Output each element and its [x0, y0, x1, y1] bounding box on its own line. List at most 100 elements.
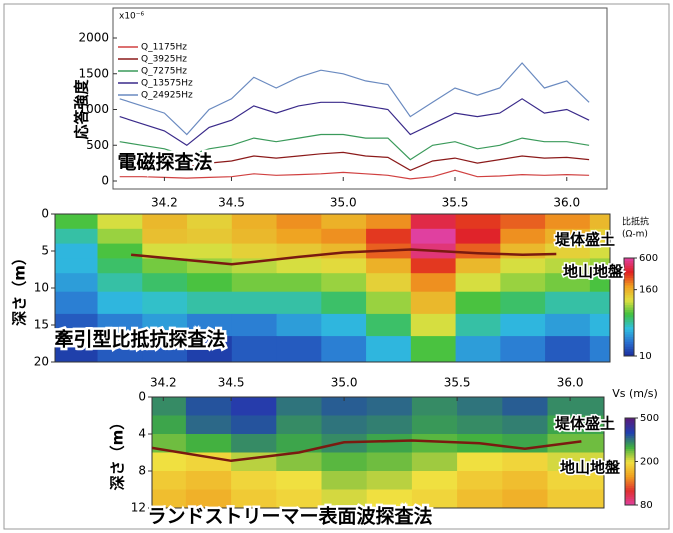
heat-cell	[231, 397, 277, 416]
heat-cell	[276, 397, 322, 416]
heat-cell	[187, 244, 232, 259]
y-tick-label: 2000	[78, 31, 109, 45]
heat-cell	[152, 453, 186, 472]
heat-cell	[366, 292, 411, 315]
heat-cell	[412, 434, 458, 453]
colorbar-label: (Ω-m)	[622, 230, 648, 240]
y-axis-label: 応答強度	[73, 79, 91, 140]
heat-cell	[231, 434, 277, 453]
heat-cell	[367, 471, 413, 490]
colorbar-tick-label: 80	[640, 500, 653, 511]
heat-cell	[142, 292, 187, 315]
heat-cell	[277, 336, 322, 362]
heat-cell	[277, 273, 322, 292]
colorbar-label: 比抵抗	[622, 216, 649, 228]
heat-cell	[321, 214, 366, 229]
annotation: 地山地盤	[563, 263, 624, 281]
heat-cell	[142, 258, 187, 273]
heat-cell	[456, 292, 501, 315]
x-tick-label: 35.5	[444, 376, 471, 390]
heat-cell	[502, 453, 548, 472]
x-tick-label: 34.2	[151, 196, 178, 210]
legend-label: Q_24925Hz	[141, 91, 193, 101]
heat-cell	[411, 214, 456, 229]
heat-cell	[55, 258, 98, 273]
heat-cell	[187, 214, 232, 229]
heat-cell	[366, 214, 411, 229]
heat-cell	[500, 292, 545, 315]
heat-cell	[500, 229, 545, 244]
heat-cell	[548, 397, 605, 416]
heat-cell	[142, 273, 187, 292]
heat-cell	[411, 258, 456, 273]
heat-cell	[321, 258, 366, 273]
figure: Q_1175HzQ_3925HzQ_7275HzQ_13575HzQ_24925…	[0, 0, 673, 533]
heat-cell	[457, 416, 503, 435]
y-tick-label: 1500	[78, 66, 109, 80]
heat-cell	[500, 258, 545, 273]
heat-cell	[98, 214, 143, 229]
x-tick-label: 34.5	[218, 196, 245, 210]
heat-cell	[276, 416, 322, 435]
x-tick-label: 34.2	[150, 376, 177, 390]
heat-cell	[412, 453, 458, 472]
heat-cell	[502, 434, 548, 453]
y-axis-label: 深さ（m）	[11, 250, 29, 326]
heat-cell	[142, 214, 187, 229]
colorbar-label: Vs (m/s)	[612, 387, 658, 400]
heat-cell	[545, 336, 590, 362]
x-tick-label: 35.0	[331, 376, 358, 390]
heat-cell	[232, 336, 277, 362]
heat-cell	[412, 397, 458, 416]
heat-cell	[231, 416, 277, 435]
y-tick-label: 0	[138, 390, 146, 404]
heat-cell	[321, 292, 366, 315]
heat-cell	[545, 314, 590, 337]
annotation: ランドストリーマー表面波探査法	[147, 505, 432, 528]
y-tick-label: 10	[34, 281, 49, 295]
y-tick-label: 0	[101, 174, 109, 188]
heat-cell	[321, 273, 366, 292]
panel: 0481280200500Vs (m/s)34.234.535.035.536.…	[109, 376, 660, 528]
heat-cell	[545, 214, 590, 229]
heat-cell	[456, 336, 501, 362]
heat-cell	[142, 229, 187, 244]
heat-cell	[277, 292, 322, 315]
heat-cell	[152, 397, 186, 416]
heat-cell	[548, 490, 605, 509]
heat-cell	[411, 292, 456, 315]
heat-cell	[502, 471, 548, 490]
x-tick-label: 35.0	[330, 196, 357, 210]
heat-cell	[367, 434, 413, 453]
heat-cell	[366, 258, 411, 273]
legend-label: Q_1175Hz	[141, 43, 187, 53]
y-tick-label: 0	[41, 207, 49, 221]
y-unit: x10⁻⁶	[119, 12, 145, 22]
heat-cell	[55, 292, 98, 315]
heat-cell	[98, 258, 143, 273]
heat-cell	[276, 434, 322, 453]
y-tick-label: 20	[34, 355, 49, 369]
heat-cell	[411, 229, 456, 244]
heat-cell	[98, 229, 143, 244]
heat-cell	[55, 214, 98, 229]
heat-cell	[500, 273, 545, 292]
panel: Q_1175HzQ_3925HzQ_7275HzQ_13575HzQ_24925…	[73, 8, 608, 210]
heat-cell	[590, 314, 611, 337]
annotation: 堤体盛土	[555, 415, 615, 433]
legend-label: Q_13575Hz	[141, 79, 193, 89]
y-tick-label: 4	[138, 427, 146, 441]
heat-cell	[321, 314, 366, 337]
heat-cell	[456, 314, 501, 337]
heat-cell	[411, 336, 456, 362]
legend-label: Q_7275Hz	[141, 67, 187, 77]
heat-cell	[457, 471, 503, 490]
heat-cell	[55, 244, 98, 259]
heat-cell	[590, 214, 611, 229]
annotation: 堤体盛土	[555, 231, 615, 249]
heat-cell	[277, 258, 322, 273]
colorbar-tick-label: 500	[640, 413, 659, 424]
heat-cell	[367, 416, 413, 435]
heat-cell	[500, 244, 545, 259]
heat-cell	[456, 229, 501, 244]
